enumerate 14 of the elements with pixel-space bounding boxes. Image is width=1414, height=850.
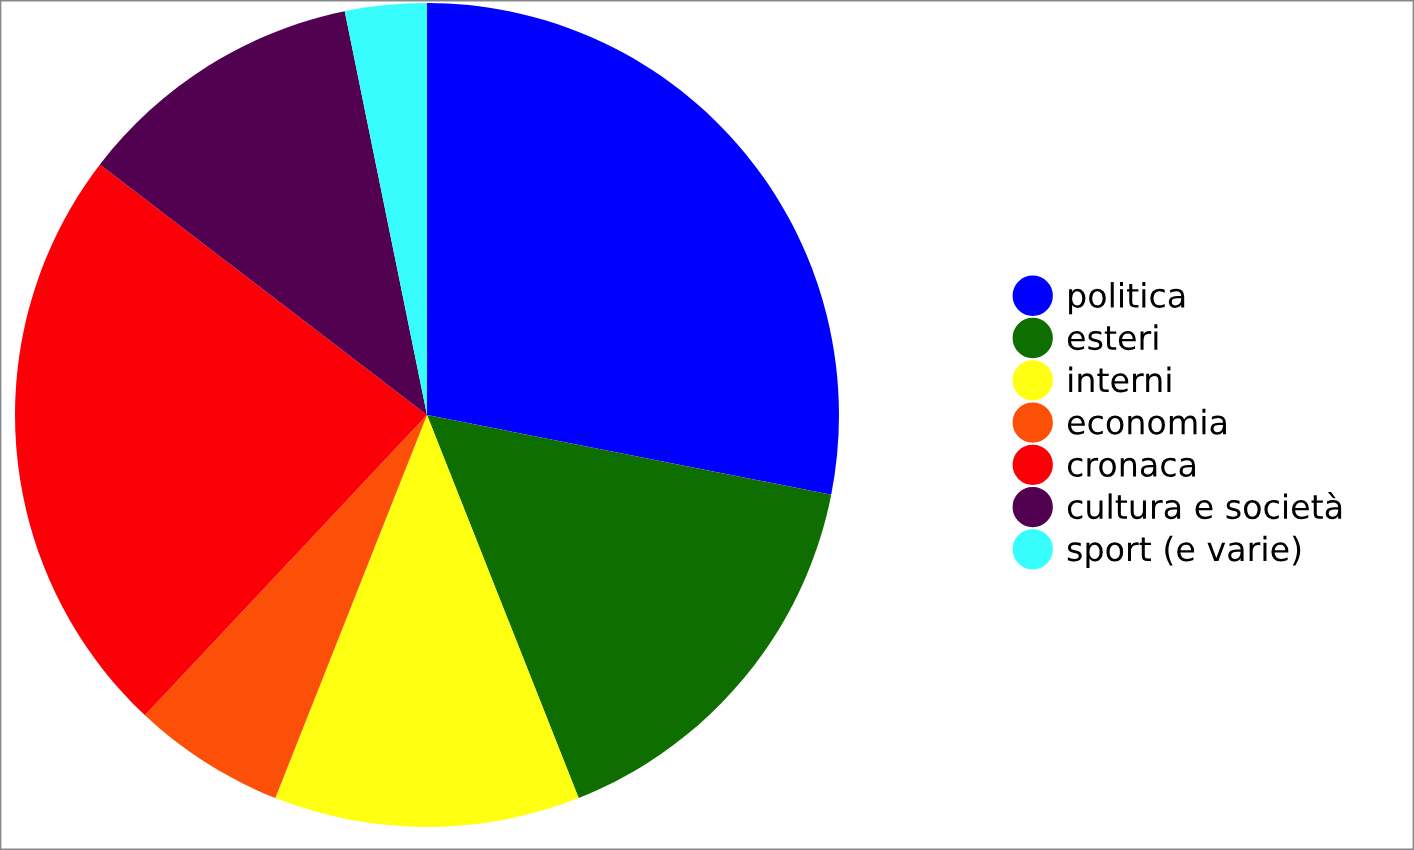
pie-slice	[144, 415, 427, 799]
legend-label: sport (e varie)	[1067, 535, 1301, 568]
legend-label: economia	[1067, 408, 1226, 435]
legend-label: esteri	[1067, 324, 1158, 351]
legend-label: interni	[1069, 366, 1171, 393]
pie-slice	[427, 3, 839, 495]
pie-slice	[427, 415, 832, 799]
pie-slice	[15, 164, 427, 716]
legend-label: cronaca	[1067, 457, 1196, 477]
legend-label: politica	[1069, 282, 1185, 315]
pie-slice	[99, 11, 427, 415]
legend-label: cultura e società	[1067, 492, 1342, 520]
pie-slice	[344, 3, 427, 415]
pie-slice	[275, 415, 579, 827]
